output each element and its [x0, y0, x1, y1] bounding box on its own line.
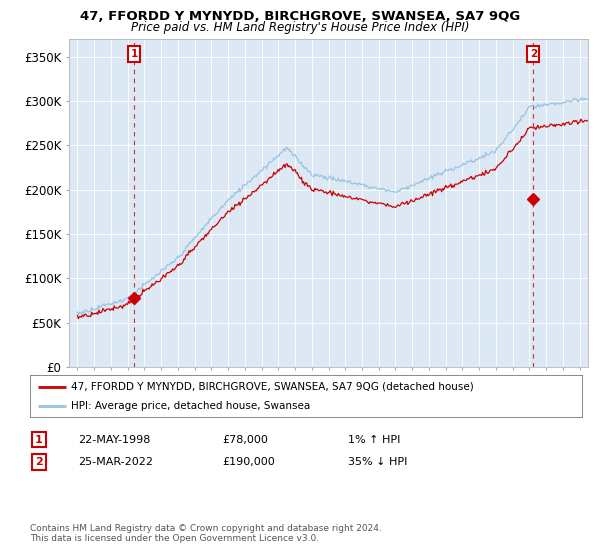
Text: 2: 2 — [530, 49, 537, 59]
Text: 47, FFORDD Y MYNYDD, BIRCHGROVE, SWANSEA, SA7 9QG: 47, FFORDD Y MYNYDD, BIRCHGROVE, SWANSEA… — [80, 10, 520, 23]
Text: 1% ↑ HPI: 1% ↑ HPI — [348, 435, 400, 445]
Text: HPI: Average price, detached house, Swansea: HPI: Average price, detached house, Swan… — [71, 401, 311, 411]
Text: Price paid vs. HM Land Registry's House Price Index (HPI): Price paid vs. HM Land Registry's House … — [131, 21, 469, 34]
Text: 1: 1 — [130, 49, 137, 59]
Text: £78,000: £78,000 — [222, 435, 268, 445]
Text: 47, FFORDD Y MYNYDD, BIRCHGROVE, SWANSEA, SA7 9QG (detached house): 47, FFORDD Y MYNYDD, BIRCHGROVE, SWANSEA… — [71, 381, 474, 391]
Text: 22-MAY-1998: 22-MAY-1998 — [78, 435, 151, 445]
Text: 35% ↓ HPI: 35% ↓ HPI — [348, 457, 407, 467]
Text: £190,000: £190,000 — [222, 457, 275, 467]
Text: 25-MAR-2022: 25-MAR-2022 — [78, 457, 153, 467]
Text: 1: 1 — [35, 435, 43, 445]
Text: 2: 2 — [35, 457, 43, 467]
Text: Contains HM Land Registry data © Crown copyright and database right 2024.: Contains HM Land Registry data © Crown c… — [30, 524, 382, 533]
Text: This data is licensed under the Open Government Licence v3.0.: This data is licensed under the Open Gov… — [30, 534, 319, 543]
